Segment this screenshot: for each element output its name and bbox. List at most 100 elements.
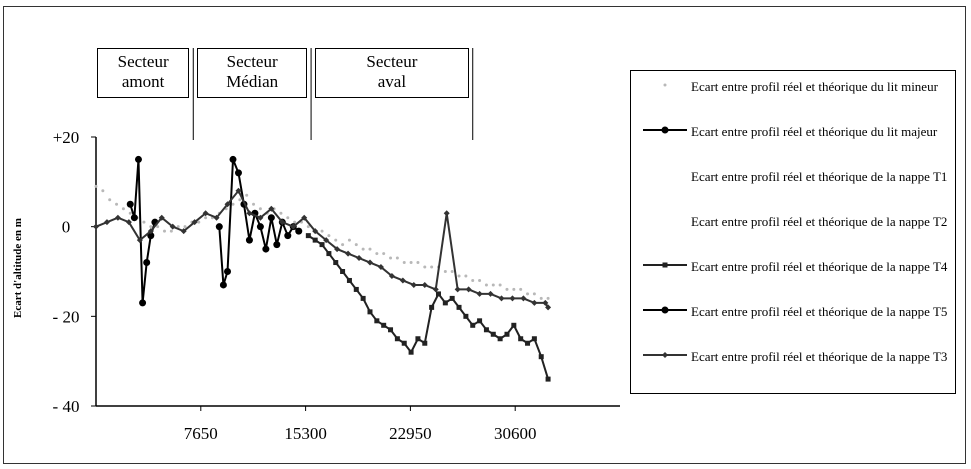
chart-frame [3, 6, 966, 464]
series-point-0 [320, 229, 324, 233]
legend-item: Ecart entre profil réel et théorique de … [631, 257, 951, 295]
series-point-0 [512, 287, 516, 291]
series-point-0 [519, 287, 523, 291]
series-point-6 [323, 237, 330, 244]
legend-label: Ecart entre profil réel et théorique du … [691, 79, 938, 94]
series-point-1 [284, 232, 292, 240]
series-point-1 [245, 236, 253, 244]
sector-label-line: Médian [226, 72, 279, 91]
series-line-6 [95, 188, 549, 308]
legend-label: Ecart entre profil réel et théorique de … [691, 214, 948, 229]
series-point-0 [115, 202, 119, 206]
series-point-4 [497, 336, 503, 342]
series-point-4 [518, 336, 524, 342]
series-point-0 [169, 229, 173, 233]
series-point-4 [319, 242, 325, 248]
series-point-1 [215, 223, 223, 231]
series-point-0 [539, 296, 543, 300]
series-point-6 [125, 219, 132, 226]
chart-legend: Ecart entre profil réel et théorique du … [630, 70, 956, 394]
series-point-0 [327, 234, 331, 238]
x-tick-label: 30600 [494, 424, 537, 443]
series-point-6 [531, 299, 538, 306]
series-point-6 [169, 223, 176, 230]
series-point-0 [238, 198, 242, 202]
series-point-4 [333, 260, 339, 266]
legend-marker [661, 306, 669, 314]
series-point-6 [399, 277, 406, 284]
series-point-0 [382, 252, 386, 256]
legend-item: Ecart entre profil réel et théorique de … [631, 212, 951, 250]
legend-label: Ecart entre profil réel et théorique de … [691, 169, 948, 184]
series-point-4 [367, 309, 373, 315]
series-point-6 [103, 219, 110, 226]
series-point-6 [520, 295, 527, 302]
series-point-4 [483, 327, 489, 333]
series-point-0 [389, 256, 393, 260]
series-point-4 [422, 340, 428, 346]
series-line-1 [218, 159, 300, 286]
series-point-6 [498, 295, 505, 302]
series-point-6 [545, 304, 552, 311]
series-point-1 [256, 223, 264, 231]
series-point-0 [354, 243, 358, 247]
series-point-0 [286, 216, 290, 220]
series-point-0 [121, 207, 125, 211]
series-point-6 [191, 219, 198, 226]
series-point-0 [101, 189, 105, 193]
series-point-4 [531, 336, 537, 342]
legend-item: Ecart entre profil réel et théorique de … [631, 302, 951, 340]
series-point-4 [353, 286, 359, 292]
series-point-6 [290, 223, 297, 230]
series-point-6 [257, 214, 264, 221]
series-point-1 [262, 245, 270, 253]
series-point-0 [162, 229, 166, 233]
series-point-0 [197, 220, 201, 224]
series-point-0 [416, 261, 420, 265]
legend-item: Ecart entre profil réel et théorique de … [631, 347, 951, 385]
series-point-6 [147, 228, 154, 235]
series-point-0 [293, 220, 297, 224]
series-point-0 [505, 287, 509, 291]
series-point-0 [252, 202, 256, 206]
series-point-0 [142, 220, 146, 224]
series-point-4 [312, 237, 318, 243]
series-point-6 [410, 281, 417, 288]
y-tick-label: 0 [62, 218, 71, 237]
series-point-4 [538, 354, 544, 360]
series-point-0 [402, 261, 406, 265]
series-point-0 [532, 292, 536, 296]
legend-marker [662, 262, 668, 268]
series-point-0 [464, 274, 468, 278]
x-tick-label: 15300 [284, 424, 327, 443]
series-point-4 [463, 313, 469, 319]
series-point-0 [478, 278, 482, 282]
y-tick-label: - 20 [53, 307, 80, 326]
series-point-4 [504, 331, 510, 337]
series-point-6 [476, 290, 483, 297]
series-point-4 [442, 300, 448, 306]
legend-symbol [643, 262, 687, 268]
sector-label-line: Secteur [226, 52, 278, 71]
series-point-0 [430, 265, 434, 269]
series-point-0 [334, 238, 338, 242]
series-point-0 [176, 225, 180, 229]
series-point-6 [224, 201, 231, 208]
series-point-6 [268, 205, 275, 212]
sector-label-line: Secteur [117, 52, 169, 71]
series-point-6 [377, 264, 384, 271]
series-point-6 [312, 228, 319, 235]
series-point-5 [143, 259, 151, 267]
series-point-5 [147, 232, 155, 240]
legend-marker [662, 352, 668, 358]
series-point-4 [305, 233, 311, 239]
series-point-4 [374, 318, 380, 324]
series-point-4 [360, 295, 366, 301]
sector-label-line: aval [377, 72, 407, 91]
y-axis-title: Ecart d'altitude en m [12, 218, 24, 318]
series-point-4 [456, 304, 462, 310]
series-point-6 [334, 246, 341, 253]
sector-amont-label: Secteur amont [97, 48, 190, 98]
legend-symbol [643, 126, 687, 134]
